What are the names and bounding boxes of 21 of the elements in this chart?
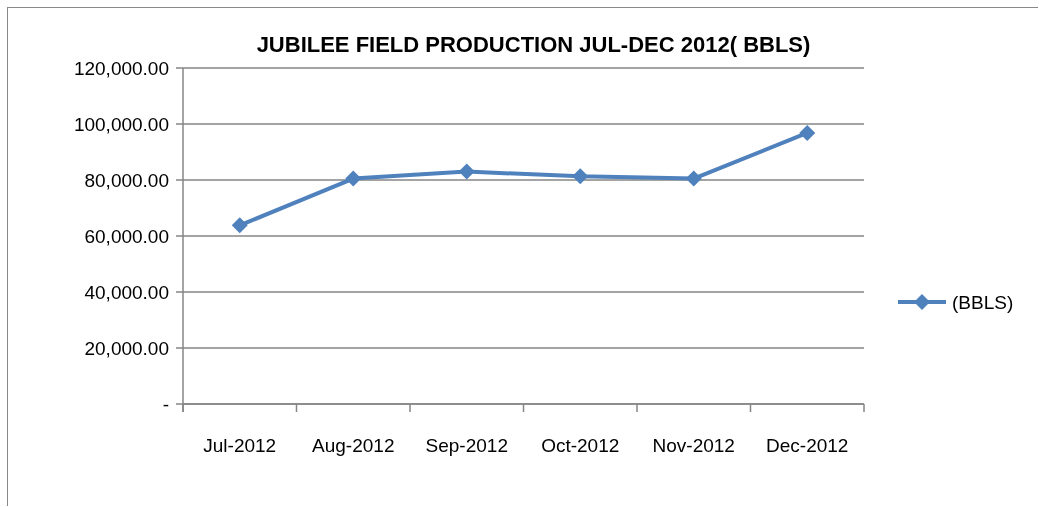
point: [231, 217, 248, 234]
x-tick-label: Aug-2012: [312, 435, 395, 456]
point: [458, 163, 475, 180]
x-tick-label: Sep-2012: [425, 435, 508, 456]
y-tick-label: 40,000.00: [84, 281, 169, 303]
point: [799, 124, 816, 141]
point: [345, 170, 362, 187]
legend-label: (BBLS): [952, 291, 1014, 313]
chart-title: JUBILEE FIELD PRODUCTION JUL-DEC 2012( BBLS): [256, 32, 811, 57]
y-tick-label: -: [162, 393, 169, 415]
point: [685, 170, 702, 187]
x-tick-label: Dec-2012: [766, 435, 849, 456]
point: [572, 168, 589, 185]
y-tick-label: 60,000.00: [84, 225, 169, 247]
y-tick-label: 20,000.00: [84, 337, 169, 359]
x-tick-label: Nov-2012: [652, 435, 735, 456]
y-tick-label: 80,000.00: [84, 169, 169, 191]
x-tick-label: Oct-2012: [541, 435, 620, 456]
x-tick-label: Jul-2012: [203, 435, 277, 456]
y-tick-label: 120,000.00: [73, 57, 169, 79]
y-tick-label: 100,000.00: [73, 113, 169, 135]
